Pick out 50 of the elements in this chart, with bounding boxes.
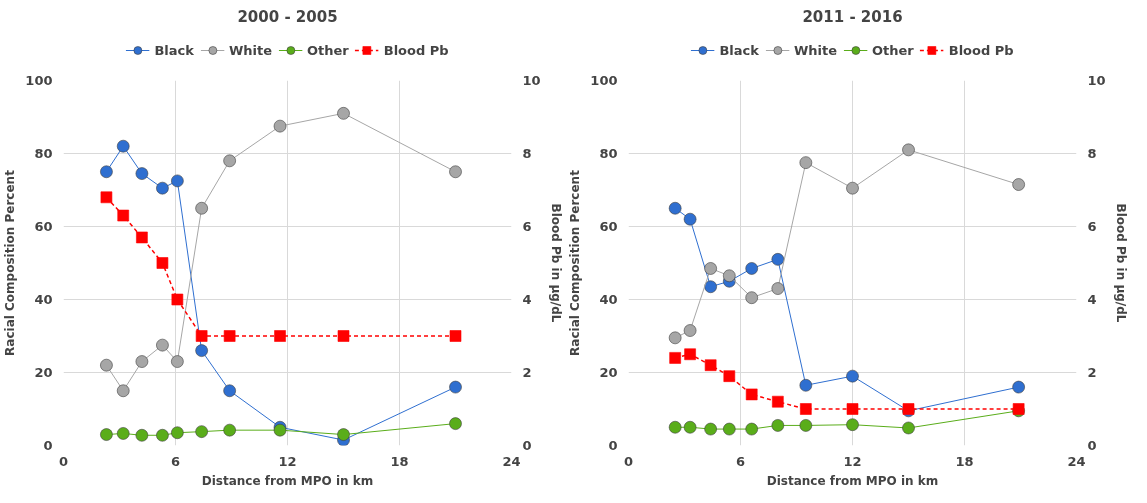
chart-title: 2000 - 2005 — [237, 7, 338, 26]
x-tick-label: 6 — [735, 453, 746, 469]
y2-tick-label: 6 — [1087, 219, 1097, 234]
x-tick-label: 12 — [843, 453, 862, 469]
y2-tick-label: 10 — [522, 73, 541, 88]
y2-tick-label: 8 — [1087, 146, 1097, 161]
y-tick-label: 80 — [599, 146, 618, 161]
y2-tick-label: 2 — [1087, 365, 1097, 380]
x-axis-title: Distance from MPO in km — [766, 473, 939, 488]
y2-tick-label: 4 — [1087, 292, 1097, 307]
x-tick-label: 24 — [1067, 453, 1086, 469]
y-tick-label: 60 — [34, 219, 53, 234]
x-tick-label: 18 — [390, 453, 409, 469]
y2-axis-title: Blood Pb in µg/dL — [1113, 203, 1128, 323]
legend-label: Black — [154, 42, 194, 58]
y2-tick-label: 2 — [522, 365, 532, 380]
legend-label: White — [228, 42, 272, 58]
legend-label: Other — [871, 42, 914, 58]
x-axis-title: Distance from MPO in km — [201, 473, 374, 488]
x-tick-label: 12 — [278, 453, 297, 469]
y2-tick-label: 6 — [522, 219, 532, 234]
x-tick-label: 6 — [170, 453, 181, 469]
x-tick-label: 0 — [623, 453, 634, 469]
y-tick-label: 0 — [608, 438, 618, 453]
y-tick-label: 60 — [599, 219, 618, 234]
x-tick-label: 24 — [502, 453, 521, 469]
legend-label: Other — [306, 42, 349, 58]
y2-tick-label: 8 — [522, 146, 532, 161]
y-tick-label: 100 — [25, 73, 53, 88]
x-tick-label: 18 — [955, 453, 974, 469]
y2-tick-label: 0 — [522, 438, 532, 453]
chart-title: 2011 - 2016 — [802, 7, 903, 26]
y-tick-label: 0 — [43, 438, 53, 453]
y-tick-label: 20 — [599, 365, 618, 380]
y-tick-label: 40 — [599, 292, 618, 307]
y-tick-label: 20 — [34, 365, 53, 380]
legend-label: Blood Pb — [948, 42, 1014, 58]
legend-label: Black — [719, 42, 759, 58]
y-axis-title: Racial Composition Percent — [568, 169, 583, 356]
legend-label: White — [793, 42, 837, 58]
y2-tick-label: 4 — [522, 292, 532, 307]
legend-label: Blood Pb — [383, 42, 449, 58]
y-tick-label: 80 — [34, 146, 53, 161]
y-tick-label: 100 — [590, 73, 618, 88]
y2-tick-label: 0 — [1087, 438, 1097, 453]
y-tick-label: 40 — [34, 292, 53, 307]
y2-tick-label: 10 — [1087, 73, 1106, 88]
y-axis-title: Racial Composition Percent — [3, 169, 18, 356]
y2-axis-title: Blood Pb in µg/dL — [548, 203, 563, 323]
x-tick-label: 0 — [58, 453, 69, 469]
